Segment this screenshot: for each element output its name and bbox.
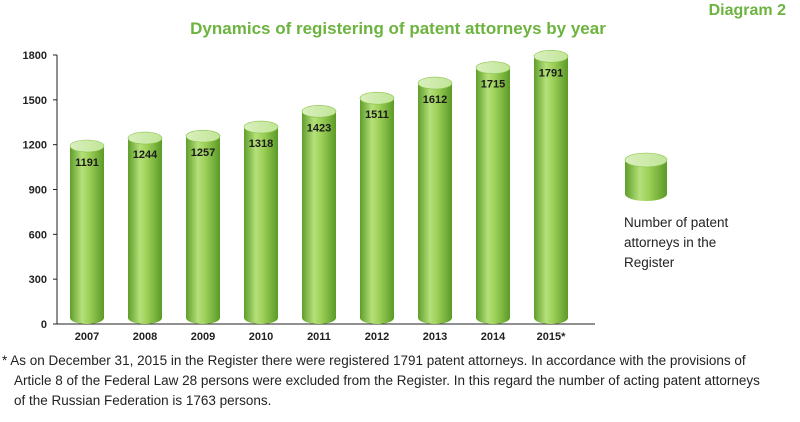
legend-swatch bbox=[624, 152, 668, 201]
x-tick-label: 2011 bbox=[307, 331, 331, 343]
x-tick-label: 2007 bbox=[75, 331, 99, 343]
bar: 1318 bbox=[243, 120, 279, 324]
bar: 1257 bbox=[185, 129, 221, 324]
bar: 1191 bbox=[69, 139, 105, 324]
y-tick-label: 0 bbox=[41, 319, 47, 331]
bar: 1791 bbox=[533, 50, 569, 324]
bar-body bbox=[476, 67, 510, 325]
y-tick-label: 600 bbox=[29, 229, 47, 241]
bar: 1612 bbox=[417, 76, 453, 325]
bar-top bbox=[185, 129, 221, 143]
data-label: 1191 bbox=[75, 157, 99, 169]
chart-title-text: Dynamics of registering of patent attorn… bbox=[190, 19, 606, 38]
bar-body bbox=[360, 98, 394, 324]
bar-top bbox=[417, 76, 453, 90]
bar-top bbox=[359, 91, 395, 105]
y-tick-label: 1800 bbox=[23, 50, 47, 62]
x-tick-label: 2008 bbox=[133, 331, 157, 343]
footnote-line: of the Russian Federation is 1763 person… bbox=[14, 393, 272, 408]
legend-label-line: Register bbox=[624, 255, 675, 270]
bar: 1244 bbox=[127, 131, 163, 324]
bar-top bbox=[69, 139, 105, 153]
bar-body bbox=[534, 56, 568, 324]
footnote-line: * As on December 31, 2015 in the Registe… bbox=[2, 353, 746, 368]
data-label: 1318 bbox=[249, 138, 273, 150]
chart-title: Dynamics of registering of patent attorn… bbox=[0, 19, 800, 39]
bar-body bbox=[70, 146, 104, 324]
bar-top bbox=[127, 131, 163, 145]
bar: 1511 bbox=[359, 91, 395, 324]
data-label: 1257 bbox=[191, 147, 215, 159]
diagram-label: Diagram 2 bbox=[708, 2, 786, 19]
x-tick-label: 2010 bbox=[249, 331, 273, 343]
bar-top bbox=[533, 50, 569, 63]
bar-top bbox=[301, 105, 337, 118]
x-tick-label: 2013 bbox=[423, 331, 447, 343]
footnote-line: Article 8 of the Federal Law 28 persons … bbox=[14, 373, 760, 388]
x-tick-label: 2015* bbox=[537, 331, 566, 343]
footnote: * As on December 31, 2015 in the Registe… bbox=[2, 351, 798, 411]
y-tick-label: 1200 bbox=[23, 140, 47, 152]
bar-top bbox=[475, 61, 511, 75]
bar: 1715 bbox=[475, 61, 511, 325]
y-tick-label: 1500 bbox=[23, 95, 47, 107]
data-label: 1423 bbox=[307, 122, 331, 134]
legend-swatch-body bbox=[625, 160, 667, 201]
y-tick-label: 900 bbox=[29, 185, 47, 197]
bar-body bbox=[418, 83, 452, 325]
legend-label-line: Number of patent bbox=[624, 215, 729, 230]
legend-label-line: attorneys in the bbox=[624, 235, 717, 250]
bar-body bbox=[128, 138, 162, 324]
bar-top bbox=[243, 120, 279, 134]
x-tick-label: 2009 bbox=[191, 331, 215, 343]
data-label: 1715 bbox=[481, 79, 505, 91]
x-tick-label: 2012 bbox=[365, 331, 389, 343]
bar-body bbox=[244, 127, 278, 324]
bar-body bbox=[186, 136, 220, 324]
y-tick-label: 300 bbox=[29, 274, 47, 286]
data-label: 1612 bbox=[423, 94, 447, 106]
data-label: 1791 bbox=[539, 67, 563, 79]
bar-body bbox=[302, 111, 336, 325]
legend-label: Number of patent attorneys in the Regist… bbox=[624, 213, 774, 273]
legend-swatch-top bbox=[624, 152, 668, 168]
bar: 1423 bbox=[301, 105, 337, 325]
data-label: 1511 bbox=[365, 109, 389, 121]
x-tick-label: 2014 bbox=[481, 331, 506, 343]
data-label: 1244 bbox=[133, 149, 158, 161]
